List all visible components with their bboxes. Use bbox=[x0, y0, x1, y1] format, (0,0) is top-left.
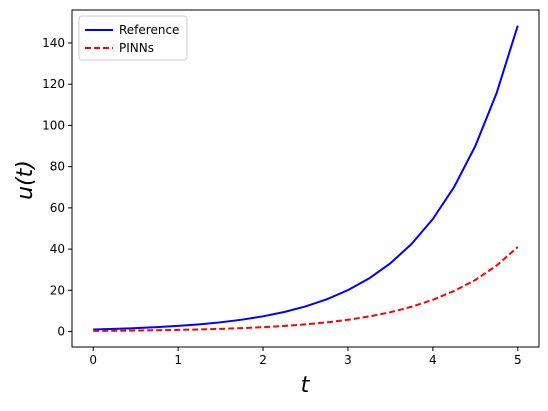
y-axis-ticks: 0 20 40 60 80 100 120 140 bbox=[42, 36, 72, 339]
y-tick-label: 0 bbox=[57, 325, 65, 339]
x-axis-title: t bbox=[301, 373, 311, 398]
y-axis-title: u(t) bbox=[13, 160, 38, 200]
series-layer bbox=[93, 25, 519, 332]
y-tick-label: 20 bbox=[50, 283, 65, 297]
y-tick-label: 40 bbox=[50, 242, 65, 256]
series-line-reference bbox=[93, 25, 519, 331]
y-tick-label: 140 bbox=[42, 36, 65, 50]
y-tick-label: 60 bbox=[50, 201, 65, 215]
plot-frame bbox=[71, 9, 540, 348]
legend-label-reference: Reference bbox=[119, 23, 179, 37]
x-tick-label: 2 bbox=[259, 353, 267, 367]
legend-label-pinns: PINNs bbox=[119, 41, 154, 55]
y-tick-label: 100 bbox=[42, 118, 65, 132]
x-tick-label: 1 bbox=[174, 353, 182, 367]
x-tick-label: 4 bbox=[429, 353, 437, 367]
x-tick-label: 3 bbox=[344, 353, 352, 367]
y-tick-label: 80 bbox=[50, 160, 65, 174]
series-line-pinns bbox=[93, 246, 519, 332]
x-tick-label: 0 bbox=[89, 353, 97, 367]
y-tick-label: 120 bbox=[42, 77, 65, 91]
x-tick-label: 5 bbox=[514, 353, 522, 367]
x-axis-ticks: 0 1 2 3 4 5 bbox=[89, 347, 522, 367]
legend: Reference PINNs bbox=[78, 15, 188, 61]
